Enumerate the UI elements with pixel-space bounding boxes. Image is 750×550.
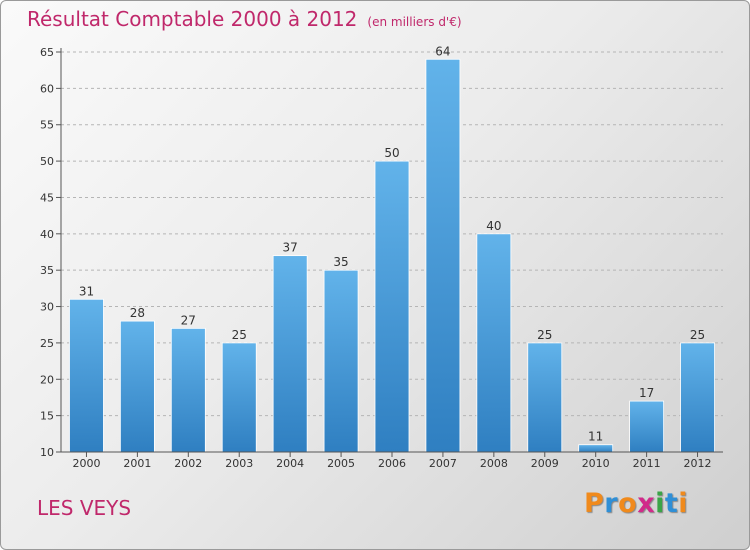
chart-title: Résultat Comptable 2000 à 2012 (en millie…	[27, 7, 462, 31]
value-label-2008: 40	[486, 219, 501, 233]
bar-2005	[323, 269, 359, 453]
logo-letter: o	[618, 488, 638, 519]
logo-letter: r	[604, 488, 619, 519]
y-tick-label: 20	[40, 373, 54, 386]
y-tick-label: 35	[40, 264, 54, 277]
logo-letter: P	[584, 488, 605, 519]
logo-letter: i	[678, 488, 689, 519]
x-tick-label-2008: 2008	[480, 457, 508, 470]
value-label-2010: 11	[588, 430, 603, 444]
bar-2000	[69, 298, 104, 453]
bar-2007	[425, 58, 461, 453]
x-tick-label-2007: 2007	[429, 457, 457, 470]
x-axis-ticks: 2000 2001 2002 2003 2004 2005 2006 2007 2008 2009…	[72, 452, 712, 470]
y-tick-label: 50	[40, 155, 54, 168]
value-label-2009: 25	[537, 328, 552, 342]
y-tick-label: 55	[40, 119, 54, 132]
x-tick-label-2009: 2009	[531, 457, 559, 470]
x-tick-label-2012: 2012	[684, 457, 712, 470]
bar-2004	[272, 255, 308, 453]
value-label-2004: 37	[283, 241, 298, 255]
x-tick-label-2001: 2001	[123, 457, 151, 470]
value-label-2000: 31	[79, 284, 94, 298]
value-label-2002: 27	[181, 313, 196, 327]
x-tick-label-2002: 2002	[174, 457, 202, 470]
bar-2006	[374, 160, 410, 453]
bar-2008	[476, 233, 512, 453]
bar-2011	[629, 400, 665, 453]
x-tick-label-2003: 2003	[225, 457, 253, 470]
value-label-2003: 25	[232, 328, 247, 342]
y-tick-label: 30	[40, 301, 54, 314]
place-name: LES VEYS	[37, 496, 132, 520]
value-label-2001: 28	[130, 306, 145, 320]
bar-2002	[170, 327, 206, 453]
x-tick-label-2010: 2010	[582, 457, 610, 470]
value-label-2005: 35	[333, 255, 348, 269]
logo-letter: x	[637, 488, 656, 519]
value-label-2007: 64	[435, 44, 450, 58]
bar-2009	[527, 342, 563, 453]
value-label-2012: 25	[690, 328, 705, 342]
y-tick-label: 25	[40, 337, 54, 350]
bar-2001	[119, 320, 155, 453]
proxiti-logo: Proxiti	[584, 488, 688, 519]
y-tick-label: 40	[40, 228, 54, 241]
x-tick-label-2000: 2000	[72, 457, 100, 470]
logo-letter: t	[664, 488, 679, 519]
value-label-2011: 17	[639, 386, 654, 400]
y-tick-label: 10	[40, 446, 54, 459]
x-tick-label-2005: 2005	[327, 457, 355, 470]
y-tick-label: 45	[40, 191, 54, 204]
chart-subtitle: (en milliers d'€)	[367, 15, 462, 29]
bar-2003	[221, 342, 257, 453]
x-tick-label-2011: 2011	[633, 457, 661, 470]
y-tick-label: 15	[40, 410, 54, 423]
x-tick-label-2006: 2006	[378, 457, 406, 470]
x-tick-label-2004: 2004	[276, 457, 304, 470]
bar-2012	[680, 342, 715, 453]
y-tick-label: 65	[40, 46, 54, 59]
bar-2010	[578, 444, 614, 453]
chart-title-text: Résultat Comptable 2000 à 2012	[27, 7, 358, 31]
y-tick-label: 60	[40, 82, 54, 95]
logo-letter: i	[655, 488, 665, 519]
value-labels: 31 28 27 25 37 35 50 64 40 25 11 17 25	[79, 44, 705, 443]
value-label-2006: 50	[384, 146, 399, 160]
bars	[69, 58, 715, 453]
y-axis-ticks: 10 15 20 25 30 35 40 45 50 55 60 65	[40, 46, 61, 459]
